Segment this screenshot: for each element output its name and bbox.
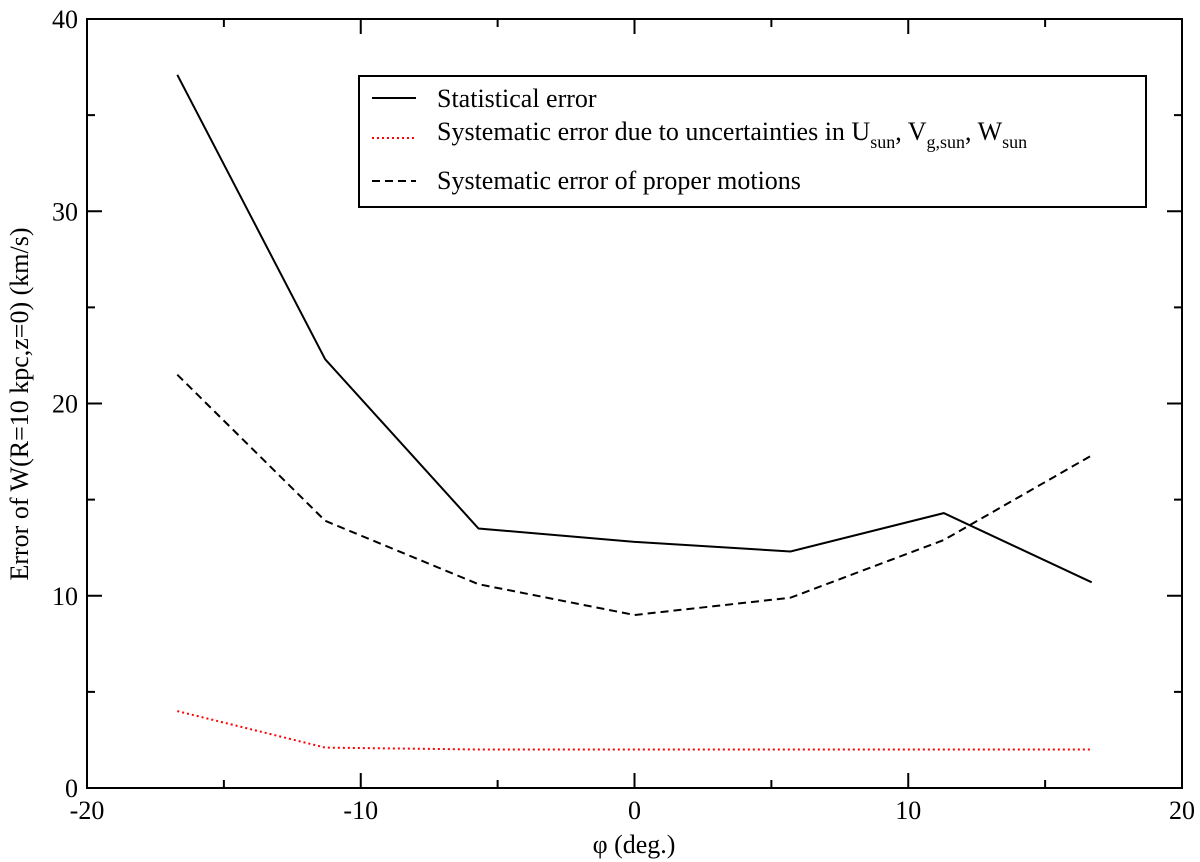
x-tick-label: -20: [70, 796, 105, 825]
tick-labels: -20 -10 0 10 20 0 10 20 30 40: [52, 5, 1195, 825]
legend: Statistical error Systematic error due t…: [358, 75, 1147, 208]
series-lines: [176, 74, 1093, 751]
y-tick-label: 40: [52, 5, 78, 34]
legend-label-systematic-sun: Systematic error due to uncertainties in…: [437, 117, 1027, 152]
series-statistical-error: [176, 74, 1093, 584]
series-proper-motion-error: [176, 373, 1093, 617]
ticks: [86, 18, 1183, 789]
y-tick-label: 30: [52, 197, 78, 226]
y-tick-label: 0: [65, 774, 78, 803]
legend-label-statistical: Statistical error: [437, 84, 597, 113]
legend-box: [358, 75, 1147, 208]
x-tick-label: -10: [343, 796, 378, 825]
series-systematic-sun-error: [177, 710, 1092, 751]
x-tick-label: 10: [895, 796, 921, 825]
y-tick-label: 10: [52, 582, 78, 611]
y-tick-label: 20: [52, 390, 78, 419]
x-axis-label: φ (deg.): [593, 830, 676, 859]
y-axis-label: Error of W(R=10 kpc,z=0) (km/s): [5, 227, 34, 580]
x-tick-label: 20: [1169, 796, 1195, 825]
legend-label-proper-motions: Systematic error of proper motions: [437, 166, 801, 195]
x-tick-label: 0: [628, 796, 641, 825]
